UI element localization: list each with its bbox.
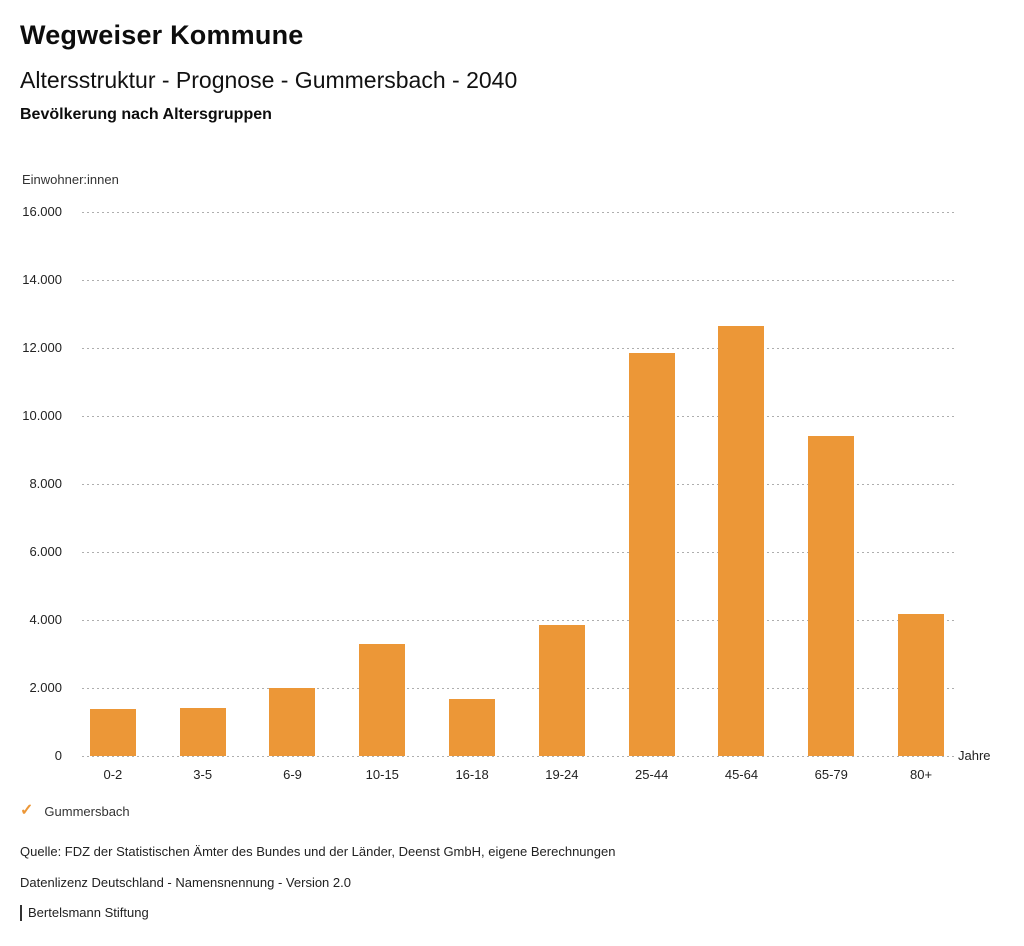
gridline bbox=[82, 756, 955, 757]
bar-16-18[interactable] bbox=[449, 698, 496, 756]
bar-80+[interactable] bbox=[898, 613, 945, 756]
legend-label[interactable]: Gummersbach bbox=[44, 803, 130, 819]
x-axis-tick-label: 65-79 bbox=[814, 767, 848, 782]
gridline bbox=[82, 280, 955, 281]
gridline bbox=[82, 552, 955, 553]
bar-0-2[interactable] bbox=[89, 709, 136, 756]
bar-65-79[interactable] bbox=[808, 436, 855, 756]
gridlines-layer bbox=[82, 212, 955, 757]
y-axis-tick-label: 16.000 bbox=[22, 204, 62, 219]
gridline bbox=[82, 348, 955, 349]
gridline bbox=[82, 688, 955, 689]
x-axis-tick-label: 3-5 bbox=[193, 767, 213, 782]
y-axis-tick-label: 0 bbox=[54, 748, 62, 763]
bar-slot bbox=[786, 212, 876, 756]
bar-slot bbox=[68, 212, 158, 756]
license-line: Datenlizenz Deutschland - Namensnennung … bbox=[20, 875, 351, 890]
bar-25-44[interactable] bbox=[628, 352, 675, 756]
legend: ✓ Gummersbach bbox=[20, 803, 130, 819]
chart-subtitle: Bevölkerung nach Altersgruppen bbox=[20, 106, 272, 123]
bars-layer bbox=[68, 212, 966, 756]
bar-slot bbox=[158, 212, 248, 756]
gridline bbox=[82, 212, 955, 213]
y-axis-tick-label: 2.000 bbox=[29, 680, 62, 695]
y-axis-title: Einwohner:innen bbox=[22, 172, 119, 187]
bar-45-64[interactable] bbox=[718, 325, 765, 756]
y-axis-tick-label: 6.000 bbox=[29, 544, 62, 559]
bar-chart: 0-2 3-5 6-9 10-15 16-18 19-24 25-44 45-64 65-79 8… bbox=[0, 212, 1024, 802]
y-axis-tick-label: 8.000 bbox=[29, 476, 62, 491]
x-axis-tick-label: 0-2 bbox=[103, 767, 123, 782]
source-line: Quelle: FDZ der Statistischen Ämter des … bbox=[20, 844, 616, 859]
gridline bbox=[82, 416, 955, 417]
bar-slot bbox=[337, 212, 427, 756]
x-axis-tick-label: 10-15 bbox=[365, 767, 399, 782]
y-axis-tick-label: 10.000 bbox=[22, 408, 62, 423]
bar-10-15[interactable] bbox=[359, 644, 406, 756]
attribution-line: Bertelsmann Stiftung bbox=[20, 905, 149, 921]
bar-slot bbox=[697, 212, 787, 756]
x-axis-tick-labels: 0-2 3-5 6-9 10-15 16-18 19-24 25-44 45-64 65-79 8… bbox=[68, 767, 966, 782]
bar-slot bbox=[427, 212, 517, 756]
chart-title: Altersstruktur - Prognose - Gummersbach … bbox=[20, 67, 518, 93]
x-axis-tick-label: 19-24 bbox=[545, 767, 579, 782]
bar-19-24[interactable] bbox=[538, 625, 585, 756]
bar-slot bbox=[876, 212, 966, 756]
x-axis-title: Jahre bbox=[958, 748, 991, 763]
bar-6-9[interactable] bbox=[269, 687, 316, 756]
y-axis-tick-label: 12.000 bbox=[22, 340, 62, 355]
app-title: Wegweiser Kommune bbox=[20, 20, 304, 50]
gridline bbox=[82, 620, 955, 621]
x-axis-tick-label: 80+ bbox=[910, 767, 933, 782]
bar-slot bbox=[607, 212, 697, 756]
bar-3-5[interactable] bbox=[179, 707, 226, 756]
bar-slot bbox=[517, 212, 607, 756]
x-axis-tick-label: 16-18 bbox=[455, 767, 489, 782]
x-axis-tick-label: 45-64 bbox=[724, 767, 759, 782]
y-axis-tick-label: 14.000 bbox=[22, 272, 62, 287]
y-axis-tick-label: 4.000 bbox=[29, 612, 62, 627]
gridline bbox=[82, 484, 955, 485]
bar-slot bbox=[248, 212, 338, 756]
legend-checkmark-icon[interactable]: ✓ bbox=[20, 802, 34, 819]
x-axis-tick-label: 25-44 bbox=[635, 767, 669, 782]
x-axis-tick-label: 6-9 bbox=[283, 767, 302, 782]
